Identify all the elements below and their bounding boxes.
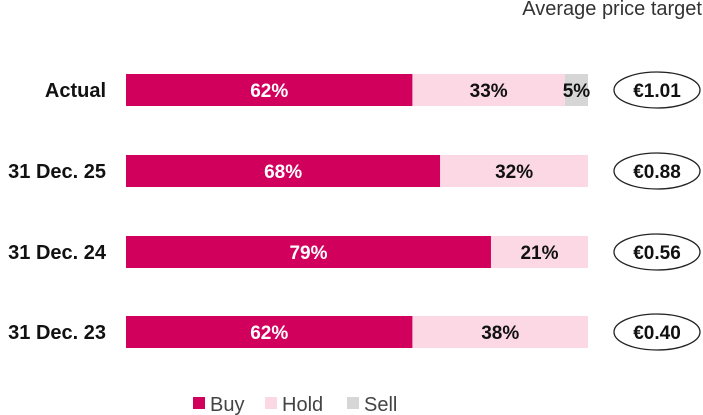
legend: Buy Hold Sell — [193, 394, 397, 415]
buy-value-label: 62% — [250, 81, 288, 102]
price-target-oval — [613, 313, 701, 351]
legend-label-hold: Hold — [282, 394, 323, 415]
hold-segment — [490, 236, 588, 268]
buy-segment — [126, 236, 491, 268]
row-label: 31 Dec. 25 — [8, 161, 106, 183]
row-label: Actual — [45, 80, 106, 102]
price-target-value: €0.88 — [633, 162, 681, 183]
hold-value-label: 33% — [470, 81, 508, 102]
hold-value-label: 32% — [495, 162, 533, 183]
hold-segment — [440, 155, 588, 187]
legend-swatch-buy — [193, 397, 205, 409]
price-target-value: €0.56 — [633, 243, 681, 264]
buy-value-label: 68% — [264, 162, 302, 183]
bar-row: 31 Dec. 25 68% 32% €0.88 — [8, 152, 701, 190]
bar-row: Actual 62% 33% 5% €1.01 — [45, 71, 701, 109]
buy-value-label: 79% — [289, 243, 327, 264]
legend-label-sell: Sell — [364, 394, 397, 415]
buy-value-label: 62% — [250, 323, 288, 344]
hold-value-label: 21% — [520, 243, 558, 264]
legend-label-buy: Buy — [210, 394, 244, 415]
price-target-value: €0.40 — [633, 323, 681, 344]
buy-segment — [126, 74, 413, 106]
price-target-oval — [613, 71, 701, 109]
sell-segment — [564, 74, 588, 106]
legend-swatch-hold — [265, 397, 277, 409]
hold-segment — [412, 74, 565, 106]
price-target-oval — [613, 152, 701, 190]
price-target-oval — [613, 233, 701, 271]
legend-swatch-sell — [347, 397, 359, 409]
row-label: 31 Dec. 24 — [8, 242, 107, 264]
buy-segment — [126, 155, 441, 187]
price-target-value: €1.01 — [633, 81, 681, 102]
bar-rows: Actual 62% 33% 5% €1.01 31 Dec. 25 68% 32% €0.88… — [8, 71, 701, 351]
hold-segment — [412, 316, 588, 348]
buy-segment — [126, 316, 413, 348]
sell-value-label: 5% — [563, 81, 591, 102]
row-label: 31 Dec. 23 — [8, 322, 106, 344]
bar-row: 31 Dec. 23 62% 38% €0.40 — [8, 313, 701, 351]
price-target-header: Average price target — [522, 0, 702, 20]
bar-row: 31 Dec. 24 79% 21% €0.56 — [8, 233, 701, 271]
hold-value-label: 38% — [481, 323, 519, 344]
